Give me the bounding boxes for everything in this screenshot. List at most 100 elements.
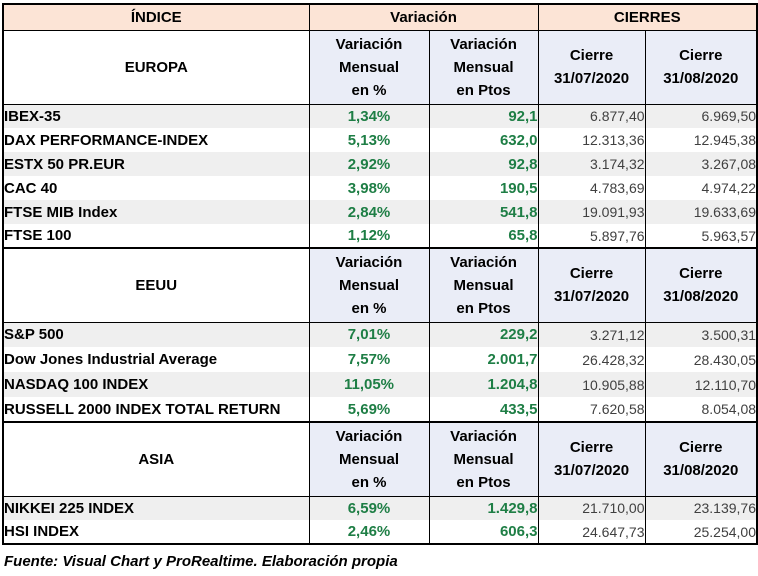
pct-cell: 2,84% xyxy=(308,200,430,224)
subheader-cierre-ago-line: Cierre xyxy=(679,265,723,283)
ptos-cell: 190,5 xyxy=(428,176,539,200)
cierre-jul-cell: 10.905,88 xyxy=(537,372,646,397)
header-cierres: CIERRES xyxy=(537,4,758,31)
index-name-cell: CAC 40 xyxy=(2,176,310,200)
subheader-ptos: Variación Mensual en Ptos xyxy=(428,247,539,323)
pct-cell: 5,13% xyxy=(308,128,430,152)
subheader-pct-line: Variación xyxy=(335,427,403,445)
subheader-ptos-line: Variación xyxy=(450,35,517,53)
subheader-cierre-ago-line: Cierre xyxy=(679,47,723,64)
cierre-ago-cell: 8.054,08 xyxy=(644,397,758,422)
cierre-ago-cell: 12.945,38 xyxy=(644,128,758,152)
ptos-cell: 65,8 xyxy=(428,224,539,248)
index-name-cell: IBEX-35 xyxy=(2,104,310,128)
ptos-cell: 433,5 xyxy=(428,397,539,422)
table-row: Dow Jones Industrial Average 7,57% 2.001… xyxy=(2,347,758,372)
pct-cell: 2,46% xyxy=(308,520,430,544)
ptos-cell: 632,0 xyxy=(428,128,539,152)
cierre-jul-cell: 24.647,73 xyxy=(537,520,646,544)
subheader-cierre-jul-line: Cierre xyxy=(569,265,614,283)
table-row: RUSSELL 2000 INDEX TOTAL RETURN 5,69% 43… xyxy=(2,397,758,422)
index-name-cell: DAX PERFORMANCE-INDEX xyxy=(2,128,310,152)
region-label-europa: EUROPA xyxy=(2,30,310,105)
index-name-cell: FTSE MIB Index xyxy=(2,200,310,224)
table-row: IBEX-35 1,34% 92,1 6.877,40 6.969,50 xyxy=(2,104,758,128)
cierre-jul-cell: 21.710,00 xyxy=(537,496,646,520)
index-name-cell: NASDAQ 100 INDEX xyxy=(2,372,310,397)
subheader-row-eeuu: EEUU Variación Mensual en % Variación Me… xyxy=(2,247,758,323)
subheader-cierre-ago: Cierre 31/08/2020 xyxy=(644,30,758,105)
table-row: NASDAQ 100 INDEX 11,05% 1.204,8 10.905,8… xyxy=(2,372,758,397)
table-header-row: ÍNDICE Variación CIERRES xyxy=(2,4,758,31)
header-variacion: Variación xyxy=(308,4,539,31)
ptos-cell: 92,1 xyxy=(428,104,539,128)
cierre-jul-cell: 12.313,36 xyxy=(537,128,646,152)
region-label-asia: ASIA xyxy=(2,421,310,497)
subheader-cierre-jul-line: 31/07/2020 xyxy=(553,288,630,306)
subheader-pct-line: en % xyxy=(351,81,387,99)
subheader-ptos-line: en Ptos xyxy=(456,299,511,317)
subheader-cierre-jul: Cierre 31/07/2020 xyxy=(537,30,646,105)
pct-cell: 5,69% xyxy=(308,397,430,422)
subheader-cierre-ago-line: 31/08/2020 xyxy=(663,288,739,306)
ptos-cell: 606,3 xyxy=(428,520,539,544)
subheader-cierre-jul-line: 31/07/2020 xyxy=(553,70,630,87)
ptos-cell: 92,8 xyxy=(428,152,539,176)
subheader-cierre-jul-line: Cierre xyxy=(569,439,614,457)
index-name-cell: Dow Jones Industrial Average xyxy=(2,347,310,372)
table-row: NIKKEI 225 INDEX 6,59% 1.429,8 21.710,00… xyxy=(2,496,758,520)
table-row: DAX PERFORMANCE-INDEX 5,13% 632,0 12.313… xyxy=(2,128,758,152)
subheader-row-europa: EUROPA Variación Mensual en % Variación … xyxy=(2,30,758,105)
subheader-ptos-line: Mensual xyxy=(453,58,514,76)
pct-cell: 2,92% xyxy=(308,152,430,176)
cierre-jul-cell: 6.877,40 xyxy=(537,104,646,128)
index-name-cell: RUSSELL 2000 INDEX TOTAL RETURN xyxy=(2,397,310,422)
cierre-jul-cell: 5.897,76 xyxy=(537,224,646,248)
subheader-pct-line: en % xyxy=(351,473,387,491)
cierre-ago-cell: 3.267,08 xyxy=(644,152,758,176)
table-row: ESTX 50 PR.EUR 2,92% 92,8 3.174,32 3.267… xyxy=(2,152,758,176)
subheader-pct-line: Mensual xyxy=(338,450,399,468)
subheader-pct: Variación Mensual en % xyxy=(308,247,430,323)
pct-cell: 6,59% xyxy=(308,496,430,520)
cierre-ago-cell: 4.974,22 xyxy=(644,176,758,200)
ptos-cell: 229,2 xyxy=(428,322,539,347)
ptos-cell: 1.204,8 xyxy=(428,372,539,397)
source-note: Fuente: Visual Chart y ProRealtime. Elab… xyxy=(4,553,398,570)
index-name-cell: HSI INDEX xyxy=(2,520,310,544)
index-name-cell: FTSE 100 xyxy=(2,224,310,248)
cierre-ago-cell: 28.430,05 xyxy=(644,347,758,372)
pct-cell: 11,05% xyxy=(308,372,430,397)
ptos-cell: 1.429,8 xyxy=(428,496,539,520)
cierre-ago-cell: 3.500,31 xyxy=(644,322,758,347)
pct-cell: 7,01% xyxy=(308,322,430,347)
subheader-ptos-line: Variación xyxy=(450,427,517,445)
subheader-ptos-line: en Ptos xyxy=(456,81,511,99)
cierre-jul-cell: 4.783,69 xyxy=(537,176,646,200)
subheader-cierre-ago: Cierre 31/08/2020 xyxy=(644,247,758,323)
subheader-ptos-line: Mensual xyxy=(453,276,514,294)
subheader-pct-line: en % xyxy=(351,299,387,317)
cierre-jul-cell: 3.174,32 xyxy=(537,152,646,176)
subheader-pct-line: Variación xyxy=(335,35,403,53)
subheader-pct-line: Mensual xyxy=(338,276,399,294)
cierre-jul-cell: 3.271,12 xyxy=(537,322,646,347)
subheader-cierre-ago-line: Cierre xyxy=(679,439,723,457)
pct-cell: 3,98% xyxy=(308,176,430,200)
table-row: S&P 500 7,01% 229,2 3.271,12 3.500,31 xyxy=(2,322,758,347)
subheader-ptos: Variación Mensual en Ptos xyxy=(428,421,539,497)
ptos-cell: 541,8 xyxy=(428,200,539,224)
index-name-cell: S&P 500 xyxy=(2,322,310,347)
subheader-ptos-line: Mensual xyxy=(453,450,514,468)
subheader-ptos: Variación Mensual en Ptos xyxy=(428,30,539,105)
cierre-jul-cell: 7.620,58 xyxy=(537,397,646,422)
subheader-cierre-ago-line: 31/08/2020 xyxy=(663,70,739,87)
subheader-ptos-line: en Ptos xyxy=(456,473,511,491)
subheader-pct: Variación Mensual en % xyxy=(308,421,430,497)
index-name-cell: ESTX 50 PR.EUR xyxy=(2,152,310,176)
subheader-cierre-ago: Cierre 31/08/2020 xyxy=(644,421,758,497)
cierre-ago-cell: 23.139,76 xyxy=(644,496,758,520)
table-row: HSI INDEX 2,46% 606,3 24.647,73 25.254,0… xyxy=(2,520,758,544)
subheader-cierre-jul-line: 31/07/2020 xyxy=(553,462,630,480)
